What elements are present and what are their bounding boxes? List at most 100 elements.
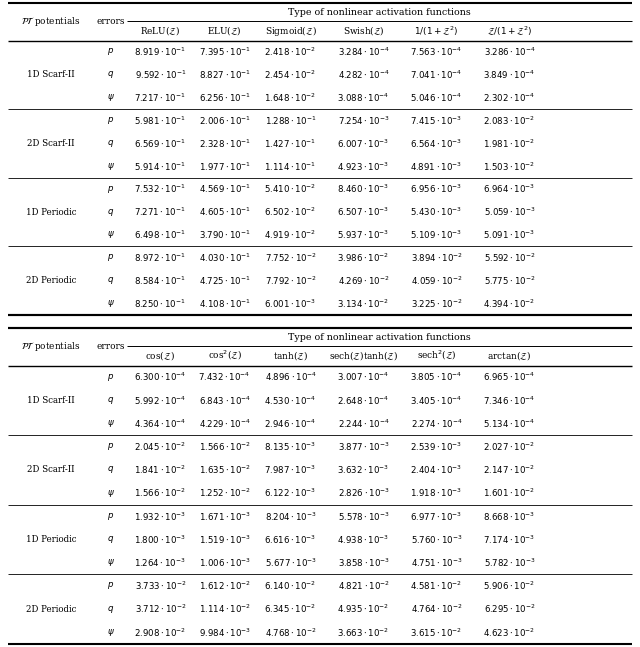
Text: $q$: $q$ <box>107 69 115 80</box>
Text: $2.418 \cdot 10^{-2}$: $2.418 \cdot 10^{-2}$ <box>264 46 317 58</box>
Text: $6.964 \cdot 10^{-3}$: $6.964 \cdot 10^{-3}$ <box>483 183 536 195</box>
Text: $1.114 \cdot 10^{-1}$: $1.114 \cdot 10^{-1}$ <box>264 160 317 173</box>
Text: $4.891 \cdot 10^{-3}$: $4.891 \cdot 10^{-3}$ <box>410 160 463 173</box>
Text: $1.006 \cdot 10^{-3}$: $1.006 \cdot 10^{-3}$ <box>198 556 251 569</box>
Text: $7.346 \cdot 10^{-4}$: $7.346 \cdot 10^{-4}$ <box>483 394 536 406</box>
Text: $9.592 \cdot 10^{-1}$: $9.592 \cdot 10^{-1}$ <box>134 69 186 81</box>
Text: $\psi$: $\psi$ <box>107 161 115 172</box>
Text: $5.937 \cdot 10^{-3}$: $5.937 \cdot 10^{-3}$ <box>337 229 390 241</box>
Text: $6.001 \cdot 10^{-3}$: $6.001 \cdot 10^{-3}$ <box>264 298 317 310</box>
Text: $7.174 \cdot 10^{-3}$: $7.174 \cdot 10^{-3}$ <box>483 533 536 546</box>
Text: $5.906 \cdot 10^{-2}$: $5.906 \cdot 10^{-2}$ <box>483 580 536 592</box>
Text: $1.800 \cdot 10^{-3}$: $1.800 \cdot 10^{-3}$ <box>134 533 186 546</box>
Text: ELU($\mathcal{Z}$): ELU($\mathcal{Z}$) <box>207 25 242 38</box>
Text: $8.250 \cdot 10^{-1}$: $8.250 \cdot 10^{-1}$ <box>134 298 186 310</box>
Text: $6.616 \cdot 10^{-3}$: $6.616 \cdot 10^{-3}$ <box>264 533 317 546</box>
Text: $3.284 \cdot 10^{-4}$: $3.284 \cdot 10^{-4}$ <box>337 46 390 58</box>
Text: $4.059 \cdot 10^{-2}$: $4.059 \cdot 10^{-2}$ <box>411 274 462 287</box>
Text: $1.612 \cdot 10^{-2}$: $1.612 \cdot 10^{-2}$ <box>198 580 251 592</box>
Text: $6.140 \cdot 10^{-2}$: $6.140 \cdot 10^{-2}$ <box>264 580 317 592</box>
Text: $8.204 \cdot 10^{-3}$: $8.204 \cdot 10^{-3}$ <box>265 510 316 523</box>
Text: $4.229 \cdot 10^{-4}$: $4.229 \cdot 10^{-4}$ <box>199 417 250 430</box>
Text: $2.045 \cdot 10^{-2}$: $2.045 \cdot 10^{-2}$ <box>134 441 186 453</box>
Text: $\psi$: $\psi$ <box>107 488 115 499</box>
Text: $6.300 \cdot 10^{-4}$: $6.300 \cdot 10^{-4}$ <box>134 371 186 383</box>
Text: $5.592 \cdot 10^{-2}$: $5.592 \cdot 10^{-2}$ <box>484 252 535 264</box>
Text: $3.088 \cdot 10^{-4}$: $3.088 \cdot 10^{-4}$ <box>337 91 390 104</box>
Text: $4.764 \cdot 10^{-2}$: $4.764 \cdot 10^{-2}$ <box>411 603 462 615</box>
Text: $\psi$: $\psi$ <box>107 557 115 568</box>
Text: Sigmoid($\mathcal{Z}$): Sigmoid($\mathcal{Z}$) <box>265 24 316 38</box>
Text: cos($\mathcal{Z}$): cos($\mathcal{Z}$) <box>145 349 175 362</box>
Text: $q$: $q$ <box>107 206 115 217</box>
Text: $1.601 \cdot 10^{-2}$: $1.601 \cdot 10^{-2}$ <box>483 487 536 499</box>
Text: ReLU($\mathcal{Z}$): ReLU($\mathcal{Z}$) <box>140 25 180 38</box>
Text: $q$: $q$ <box>107 534 115 545</box>
Text: $7.987 \cdot 10^{-3}$: $7.987 \cdot 10^{-3}$ <box>264 464 317 476</box>
Text: $3.632 \cdot 10^{-3}$: $3.632 \cdot 10^{-3}$ <box>337 464 390 476</box>
Text: $p$: $p$ <box>107 184 115 195</box>
Text: $p$: $p$ <box>107 115 115 126</box>
Text: $8.827 \cdot 10^{-1}$: $8.827 \cdot 10^{-1}$ <box>198 69 251 81</box>
Text: $q$: $q$ <box>107 465 115 476</box>
Text: $p$: $p$ <box>107 371 115 382</box>
Text: $4.269 \cdot 10^{-2}$: $4.269 \cdot 10^{-2}$ <box>338 274 389 287</box>
Text: $3.790 \cdot 10^{-1}$: $3.790 \cdot 10^{-1}$ <box>199 229 250 241</box>
Text: $1.566 \cdot 10^{-2}$: $1.566 \cdot 10^{-2}$ <box>198 441 251 453</box>
Text: cos$^2$($\mathcal{Z}$): cos$^2$($\mathcal{Z}$) <box>207 349 242 362</box>
Text: $7.532 \cdot 10^{-1}$: $7.532 \cdot 10^{-1}$ <box>134 183 186 195</box>
Text: $7.041 \cdot 10^{-4}$: $7.041 \cdot 10^{-4}$ <box>410 69 463 81</box>
Text: $4.919 \cdot 10^{-2}$: $4.919 \cdot 10^{-2}$ <box>264 229 317 241</box>
Text: $\psi$: $\psi$ <box>107 230 115 241</box>
Text: $3.615 \cdot 10^{-2}$: $3.615 \cdot 10^{-2}$ <box>410 626 463 639</box>
Text: $7.254 \cdot 10^{-3}$: $7.254 \cdot 10^{-3}$ <box>338 115 389 127</box>
Text: 1D Scarf-II: 1D Scarf-II <box>27 396 75 405</box>
Text: $1.264 \cdot 10^{-3}$: $1.264 \cdot 10^{-3}$ <box>134 556 186 569</box>
Text: $6.345 \cdot 10^{-2}$: $6.345 \cdot 10^{-2}$ <box>264 603 317 615</box>
Text: $5.430 \cdot 10^{-3}$: $5.430 \cdot 10^{-3}$ <box>410 206 463 218</box>
Text: $7.432 \cdot 10^{-4}$: $7.432 \cdot 10^{-4}$ <box>198 371 251 383</box>
Text: $4.030 \cdot 10^{-1}$: $4.030 \cdot 10^{-1}$ <box>198 252 251 264</box>
Text: $2.244 \cdot 10^{-4}$: $2.244 \cdot 10^{-4}$ <box>337 417 390 430</box>
Text: $1.503 \cdot 10^{-2}$: $1.503 \cdot 10^{-2}$ <box>483 160 536 173</box>
Text: $2.083 \cdot 10^{-2}$: $2.083 \cdot 10^{-2}$ <box>483 115 536 127</box>
Text: $1.114 \cdot 10^{-2}$: $1.114 \cdot 10^{-2}$ <box>198 603 251 615</box>
Text: $1.427 \cdot 10^{-1}$: $1.427 \cdot 10^{-1}$ <box>264 137 317 149</box>
Text: $7.752 \cdot 10^{-2}$: $7.752 \cdot 10^{-2}$ <box>265 252 316 264</box>
Text: $8.919 \cdot 10^{-1}$: $8.919 \cdot 10^{-1}$ <box>134 46 186 58</box>
Text: $1.981 \cdot 10^{-2}$: $1.981 \cdot 10^{-2}$ <box>483 137 536 149</box>
Text: $7.395 \cdot 10^{-1}$: $7.395 \cdot 10^{-1}$ <box>198 46 251 58</box>
Text: $5.914 \cdot 10^{-1}$: $5.914 \cdot 10^{-1}$ <box>134 160 186 173</box>
Text: $5.992 \cdot 10^{-4}$: $5.992 \cdot 10^{-4}$ <box>134 394 186 406</box>
Text: $1.977 \cdot 10^{-1}$: $1.977 \cdot 10^{-1}$ <box>198 160 251 173</box>
Text: 2D Scarf-II: 2D Scarf-II <box>27 139 75 148</box>
Text: $3.134 \cdot 10^{-2}$: $3.134 \cdot 10^{-2}$ <box>337 298 390 310</box>
Text: $6.956 \cdot 10^{-3}$: $6.956 \cdot 10^{-3}$ <box>410 183 463 195</box>
Text: $8.972 \cdot 10^{-1}$: $8.972 \cdot 10^{-1}$ <box>134 252 186 264</box>
Text: $1.918 \cdot 10^{-3}$: $1.918 \cdot 10^{-3}$ <box>410 487 463 499</box>
Text: $8.584 \cdot 10^{-1}$: $8.584 \cdot 10^{-1}$ <box>134 274 186 287</box>
Text: $4.108 \cdot 10^{-1}$: $4.108 \cdot 10^{-1}$ <box>198 298 251 310</box>
Text: $3.286 \cdot 10^{-4}$: $3.286 \cdot 10^{-4}$ <box>483 46 536 58</box>
Text: $7.217 \cdot 10^{-1}$: $7.217 \cdot 10^{-1}$ <box>134 91 186 104</box>
Text: arctan($\mathcal{Z}$): arctan($\mathcal{Z}$) <box>488 349 531 362</box>
Text: $3.986 \cdot 10^{-2}$: $3.986 \cdot 10^{-2}$ <box>337 252 390 264</box>
Text: $4.530 \cdot 10^{-4}$: $4.530 \cdot 10^{-4}$ <box>264 394 317 406</box>
Text: $4.394 \cdot 10^{-2}$: $4.394 \cdot 10^{-2}$ <box>483 298 536 310</box>
Text: $\mathcal{PT}$ potentials: $\mathcal{PT}$ potentials <box>21 16 81 28</box>
Text: $2.302 \cdot 10^{-4}$: $2.302 \cdot 10^{-4}$ <box>483 91 536 104</box>
Text: $5.059 \cdot 10^{-3}$: $5.059 \cdot 10^{-3}$ <box>484 206 535 218</box>
Text: $2.027 \cdot 10^{-2}$: $2.027 \cdot 10^{-2}$ <box>483 441 536 453</box>
Text: $6.122 \cdot 10^{-3}$: $6.122 \cdot 10^{-3}$ <box>264 487 317 499</box>
Text: $\psi$: $\psi$ <box>107 93 115 104</box>
Text: $6.256 \cdot 10^{-1}$: $6.256 \cdot 10^{-1}$ <box>199 91 250 104</box>
Text: $4.282 \cdot 10^{-4}$: $4.282 \cdot 10^{-4}$ <box>337 69 390 81</box>
Text: 1D Scarf-II: 1D Scarf-II <box>27 71 75 80</box>
Text: $5.134 \cdot 10^{-4}$: $5.134 \cdot 10^{-4}$ <box>483 417 536 430</box>
Text: $7.563 \cdot 10^{-4}$: $7.563 \cdot 10^{-4}$ <box>410 46 463 58</box>
Text: $2.826 \cdot 10^{-3}$: $2.826 \cdot 10^{-3}$ <box>337 487 390 499</box>
Text: $4.935 \cdot 10^{-2}$: $4.935 \cdot 10^{-2}$ <box>337 603 390 615</box>
Text: $2.946 \cdot 10^{-4}$: $2.946 \cdot 10^{-4}$ <box>264 417 317 430</box>
Text: $5.578 \cdot 10^{-3}$: $5.578 \cdot 10^{-3}$ <box>338 510 389 523</box>
Text: $q$: $q$ <box>107 395 115 406</box>
